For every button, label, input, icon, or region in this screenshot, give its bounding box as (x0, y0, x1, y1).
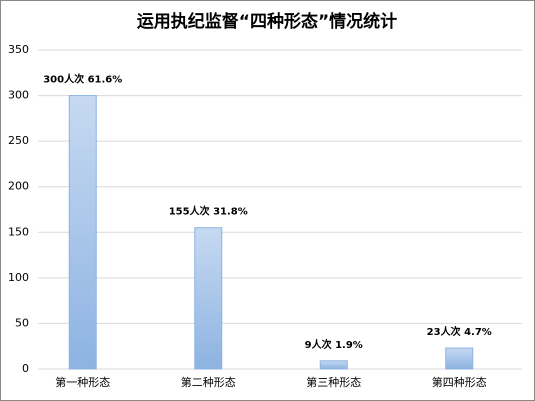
y-tick-label: 350 (8, 43, 29, 56)
value-label: 155人次 31.8% (169, 205, 248, 218)
y-tick-label: 300 (8, 89, 29, 102)
y-tick-label: 250 (8, 134, 29, 147)
y-tick-label: 150 (8, 225, 29, 238)
bar (194, 227, 223, 370)
bar (319, 360, 348, 370)
y-tick-label: 200 (8, 180, 29, 193)
chart-title: 运用执纪监督“四种形态”情况统计 (137, 11, 397, 32)
value-label: 9人次 1.9% (305, 338, 363, 351)
y-tick-label: 100 (8, 271, 29, 284)
y-tick-label: 0 (22, 362, 29, 375)
x-tick-label: 第三种形态 (306, 375, 361, 389)
x-tick-label: 第四种形态 (432, 375, 487, 389)
bar (68, 95, 97, 370)
x-tick-label: 第二种形态 (181, 375, 236, 389)
x-tick-label: 第一种形态 (55, 375, 110, 389)
bar (445, 347, 474, 370)
value-label: 300人次 61.6% (43, 73, 122, 86)
y-tick-label: 50 (15, 316, 29, 329)
value-label: 23人次 4.7% (427, 325, 492, 338)
